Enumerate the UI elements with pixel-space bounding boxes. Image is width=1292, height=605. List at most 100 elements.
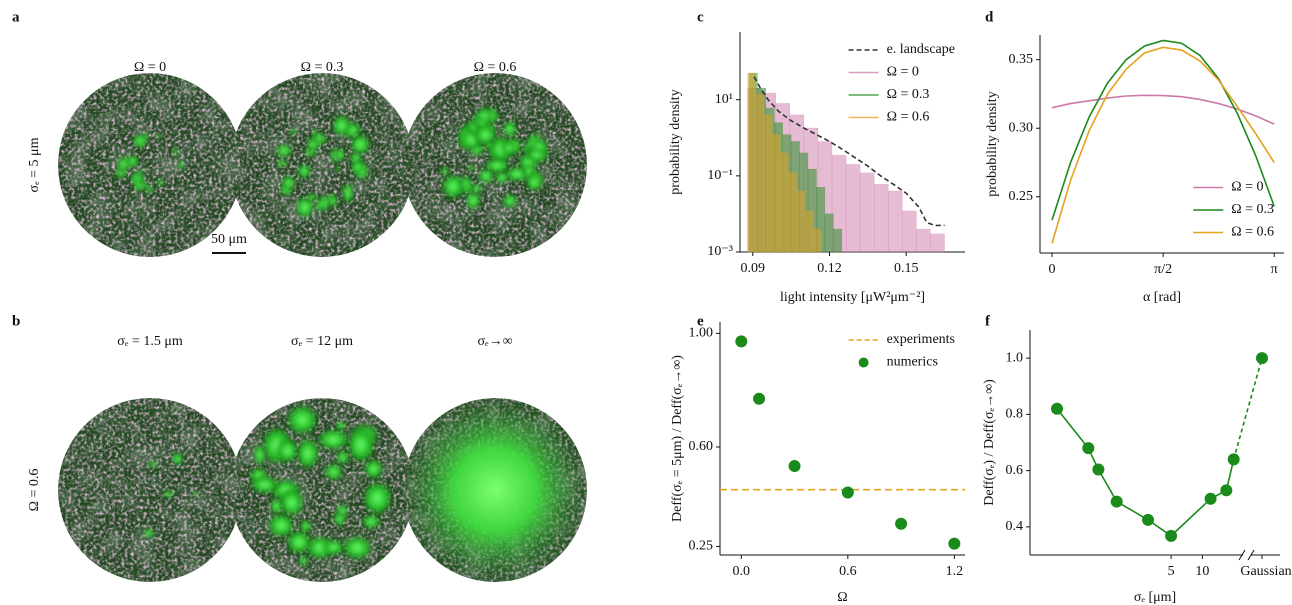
blob: [500, 140, 517, 156]
y-tick-label: 10⁻¹: [707, 168, 733, 183]
y-tick-label: 0.6: [1006, 463, 1024, 478]
legend-label: e. landscape: [887, 42, 955, 57]
blob: [341, 181, 355, 205]
histogram-bar: [755, 93, 765, 253]
blob: [177, 160, 185, 170]
histogram-bar: [873, 184, 889, 253]
image-title: σₑ→∞: [477, 334, 512, 349]
blob: [133, 177, 144, 193]
blob: [311, 132, 328, 145]
line: [1051, 39, 1275, 221]
blob: [148, 459, 158, 469]
blob: [275, 143, 294, 159]
histogram-bar: [804, 210, 814, 253]
pink-texture: [230, 73, 414, 257]
y-tick-label: 10¹: [715, 92, 733, 107]
blob: [323, 462, 345, 482]
point: [841, 486, 854, 499]
point: [735, 335, 748, 348]
point: [1256, 352, 1268, 365]
legend-label: Ω = 0: [1231, 180, 1263, 195]
point: [1204, 492, 1217, 505]
blob: [116, 155, 131, 173]
blob: [482, 157, 511, 174]
legend-marker: [858, 357, 869, 368]
point: [788, 460, 801, 473]
axis-break: [1238, 549, 1246, 561]
blob: [335, 449, 350, 466]
blob: [133, 133, 148, 149]
legend-label: Ω = 0.3: [1231, 202, 1274, 217]
dashed-link: [1232, 357, 1263, 460]
image: [403, 73, 587, 257]
blob: [348, 133, 372, 156]
blob: [501, 119, 518, 139]
blob: [350, 160, 366, 175]
line: [753, 76, 945, 227]
blob: [275, 437, 300, 465]
legend: Ω = 0 Ω = 0.3 Ω = 0.6: [1193, 180, 1274, 240]
x-axis-label: σₑ [μm]: [1134, 590, 1176, 605]
blob: [285, 528, 313, 556]
blob: [439, 166, 450, 176]
row-label: Ω = 0.6: [27, 469, 42, 512]
legend: e. landscape Ω = 0 Ω = 0.3 Ω = 0.6: [848, 42, 955, 125]
histogram-bar: [845, 164, 861, 253]
histogram-bar: [833, 228, 843, 253]
blob: [143, 527, 156, 539]
blob: [362, 458, 385, 480]
blob: [248, 474, 281, 495]
x-tick-label: 10: [1195, 564, 1209, 579]
x-tick-label: Gaussian: [1240, 564, 1291, 579]
legend-label: numerics: [887, 355, 938, 370]
point: [1051, 402, 1064, 415]
blob: [268, 497, 284, 515]
image: [230, 398, 414, 582]
blob: [328, 194, 339, 208]
histogram-bar: [930, 233, 945, 253]
histogram-bar: [859, 172, 875, 253]
blob: [464, 190, 482, 211]
x-tick-label: π/2: [1154, 262, 1172, 277]
y-axis-label: Deff(σₑ = 5μm) / Deff(σₑ→∞): [670, 355, 685, 522]
point: [1092, 463, 1105, 476]
image-title: σₑ = 1.5 μm: [117, 334, 183, 349]
y-tick-label: 0.60: [689, 439, 714, 454]
x-axis-label: α [rad]: [1143, 290, 1181, 305]
legend: experiments numerics: [848, 332, 955, 370]
y-tick-label: 0.25: [1009, 189, 1034, 204]
image: [58, 73, 242, 257]
blob: [525, 147, 548, 163]
blob: [360, 479, 394, 518]
blob: [472, 123, 498, 147]
blob: [135, 169, 144, 175]
blob: [266, 511, 297, 539]
y-axis-label: probability density: [668, 89, 683, 194]
blob: [298, 555, 309, 568]
x-tick-label: π: [1271, 262, 1278, 277]
blob: [360, 513, 382, 530]
y-tick-label: 0.8: [1006, 407, 1024, 422]
x-tick-label: 0: [1049, 262, 1056, 277]
line: [1051, 46, 1275, 244]
blob: [501, 193, 519, 209]
point: [1082, 442, 1095, 455]
image-title: Ω = 0: [134, 60, 166, 75]
y-tick-label: 10⁻³: [707, 244, 733, 259]
image-title: σₑ = 12 μm: [291, 334, 353, 349]
y-tick-label: 1.0: [1006, 350, 1024, 365]
histogram-bar: [771, 134, 781, 253]
panel-letter: a: [12, 9, 20, 25]
legend-label: Ω = 0: [887, 65, 919, 80]
x-axis-label: light intensity [μW²μm⁻²]: [780, 290, 925, 305]
legend-label: Ω = 0.3: [887, 87, 930, 102]
blob: [320, 194, 330, 210]
image: [230, 73, 414, 257]
blob: [295, 435, 321, 471]
histogram-bar: [747, 72, 757, 253]
point: [948, 537, 961, 550]
point: [895, 517, 908, 530]
y-tick-label: 0.35: [1009, 52, 1034, 67]
blob: [296, 163, 312, 180]
